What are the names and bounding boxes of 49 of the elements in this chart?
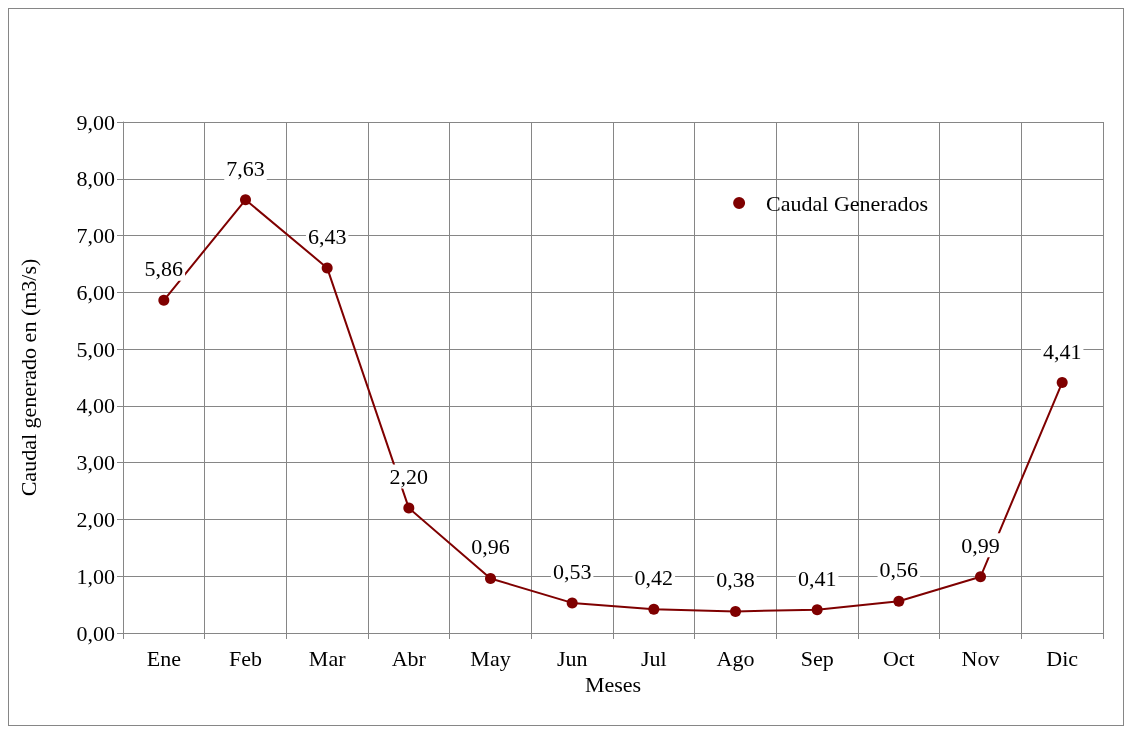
y-tick-label: 6,00 — [76, 279, 115, 305]
point — [893, 595, 905, 607]
y-tick-label: 7,00 — [76, 223, 115, 249]
data-label: 0,96 — [471, 534, 510, 560]
data-label: 0,38 — [716, 567, 755, 593]
legend-label: Caudal Generados — [766, 190, 929, 216]
point — [975, 571, 986, 583]
data-label: 4,41 — [1042, 338, 1082, 364]
y-tick-label: 0,00 — [76, 620, 115, 646]
data-label: 0,53 — [552, 558, 592, 584]
data-label: 0,56 — [879, 557, 919, 583]
x-tick-label: Nov — [961, 645, 1000, 671]
y-tick-label: 3,00 — [76, 450, 115, 476]
x-tick-label: Dic — [1046, 645, 1079, 671]
data-label: 0,42 — [634, 565, 674, 591]
data-label: 5,86 — [144, 256, 184, 282]
x-tick-label: May — [470, 645, 511, 671]
x-tick-label: Oct — [882, 645, 915, 671]
y-tick-label: 4,00 — [76, 393, 115, 419]
y-tick-label: 9,00 — [76, 109, 115, 135]
data-label: 0,99 — [961, 532, 1000, 558]
x-tick-label: Sep — [800, 645, 834, 671]
x-tick-label: Ago — [716, 645, 755, 671]
x-tick-label: Abr — [391, 645, 427, 671]
data-label: 0,41 — [797, 565, 837, 591]
data-label: 7,63 — [226, 155, 265, 181]
x-tick-label: Mar — [308, 645, 347, 671]
y-axis-title: Caudal generado en (m3/s) — [15, 258, 41, 497]
y-tick-label: 2,00 — [76, 506, 115, 532]
x-tick-label: Ene — [146, 645, 181, 671]
x-axis-title: Meses — [584, 672, 642, 698]
point — [648, 603, 660, 615]
x-tick-label: Jun — [556, 645, 588, 671]
point — [321, 262, 333, 274]
y-tick-label: 8,00 — [76, 166, 115, 192]
point — [1056, 377, 1068, 389]
point — [403, 502, 415, 514]
point — [485, 573, 496, 584]
x-tick-label: Jul — [640, 645, 667, 671]
point — [730, 605, 741, 617]
point — [811, 604, 823, 616]
y-tick-label: 1,00 — [76, 563, 115, 589]
x-tick-label: Feb — [229, 645, 262, 671]
point — [240, 194, 251, 206]
data-label: 2,20 — [389, 464, 429, 490]
y-tick-label: 5,00 — [76, 336, 115, 362]
point — [566, 597, 578, 609]
point — [158, 294, 170, 306]
data-label: 6,43 — [307, 223, 347, 249]
